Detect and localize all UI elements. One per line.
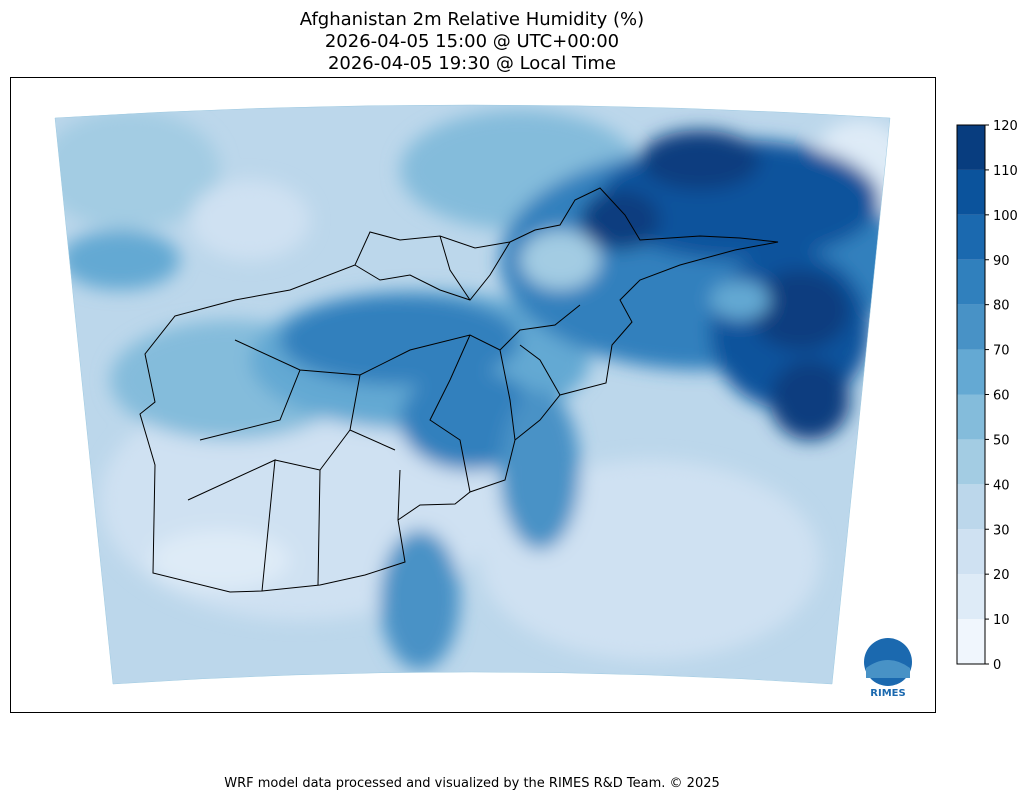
colorbar-tick-label: 110: [993, 164, 1018, 179]
colorbar: 0 10 20 30 40 50 60 70 80 90 100 110 120: [956, 119, 1018, 673]
colorbar-tick-label: 90: [993, 254, 1010, 269]
footer: WRF model data processed and visualized …: [224, 776, 720, 791]
colorbar-tick-label: 10: [993, 613, 1010, 628]
colorbar-tick-label: 0: [993, 658, 1001, 673]
colorbar-band: [957, 259, 985, 305]
colorbar-tick-label: 70: [993, 344, 1010, 359]
colorbar-band: [957, 619, 985, 664]
logo: RIMES: [858, 635, 918, 699]
colorbar-band: [957, 394, 985, 440]
province-borders: [139, 187, 779, 593]
colorbar-band: [957, 529, 985, 575]
colorbar-band: [957, 349, 985, 395]
colorbar-tick-label: 80: [993, 299, 1010, 314]
colorbar-band: [957, 304, 985, 350]
colorbar-band: [957, 214, 985, 260]
humidity-field: [55, 105, 890, 684]
colorbar-band: [957, 439, 985, 485]
colorbar-band: [957, 484, 985, 530]
domain-edge: [54, 104, 891, 685]
logo-text: RIMES: [870, 688, 905, 699]
colorbar-tick-label: 50: [993, 433, 1010, 448]
colorbar-tick-label: 60: [993, 389, 1010, 404]
colorbar-band: [957, 125, 985, 170]
colorbar-band: [957, 574, 985, 620]
title-line: 2026-04-05 19:30 @ Local Time: [328, 53, 616, 74]
title-line: Afghanistan 2m Relative Humidity (%): [300, 9, 644, 30]
colorbar-tick-label: 120: [993, 119, 1018, 134]
colorbar-tick-label: 100: [993, 209, 1018, 224]
colorbar-tick-label: 40: [993, 478, 1010, 493]
colorbar-tick-label: 20: [993, 568, 1010, 583]
map-frame: [10, 77, 936, 713]
colorbar-band: [957, 169, 985, 215]
title-line: 2026-04-05 15:00 @ UTC+00:00: [325, 31, 619, 52]
colorbar-tick-label: 30: [993, 523, 1010, 538]
